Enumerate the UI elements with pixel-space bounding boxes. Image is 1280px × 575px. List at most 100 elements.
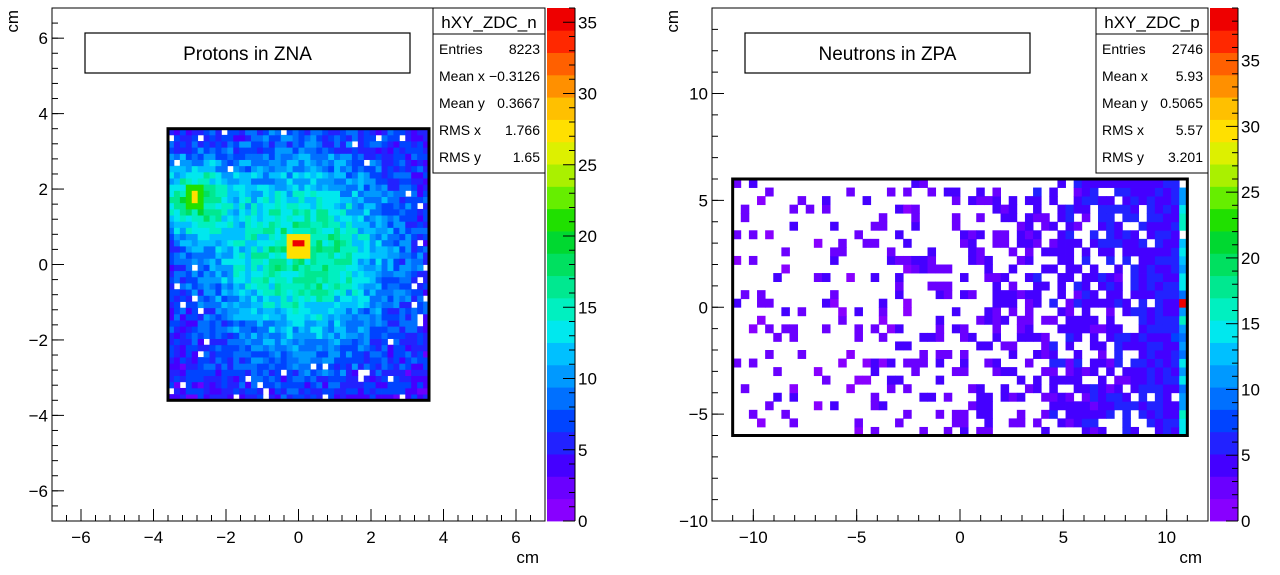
- heatmap-cell: [411, 394, 418, 401]
- heatmap-cell: [168, 128, 175, 136]
- heatmap-cell: [262, 375, 270, 383]
- x-tick-label: −4: [144, 528, 163, 547]
- heatmap-cell: [1081, 298, 1091, 308]
- heatmap-cell: [209, 252, 216, 259]
- heatmap-cell: [1024, 196, 1034, 206]
- heatmap-cell: [351, 295, 359, 302]
- heatmap-cell: [322, 375, 329, 383]
- heatmap-cell: [381, 313, 388, 321]
- heatmap-cell: [209, 301, 216, 309]
- heatmap-cell: [748, 358, 758, 368]
- heatmap-cells: [168, 128, 430, 401]
- heatmap-cell: [328, 283, 335, 290]
- heatmap-cell: [1138, 375, 1148, 385]
- heatmap-cell: [274, 134, 282, 142]
- heatmap-cell: [363, 276, 371, 284]
- heatmap-cell: [286, 381, 293, 389]
- heatmap-cell: [357, 332, 365, 339]
- heatmap-cell: [233, 165, 240, 173]
- heatmap-cell: [233, 159, 240, 167]
- heatmap-cell: [256, 307, 264, 315]
- heatmap-cell: [262, 344, 270, 352]
- heatmap-cell: [357, 239, 365, 247]
- heatmap-cell: [197, 165, 204, 173]
- heatmap-cell: [1008, 341, 1018, 351]
- heatmap-cell: [405, 221, 412, 228]
- x-axis-title: cm: [1179, 548, 1202, 567]
- heatmap-cell: [221, 289, 228, 296]
- heatmap-cell: [393, 159, 400, 167]
- heatmap-cell: [1065, 307, 1075, 317]
- heatmap-cell: [387, 141, 394, 148]
- heatmap-cell: [1179, 213, 1188, 223]
- heatmap-cell: [316, 239, 323, 247]
- heatmap-cell: [813, 401, 823, 411]
- heatmap-cell: [1016, 238, 1026, 248]
- heatmap-cell: [357, 196, 365, 204]
- heatmap-cell: [1065, 255, 1075, 265]
- heatmap-cell: [748, 324, 758, 334]
- heatmap-cell: [838, 315, 847, 325]
- heatmap-cell: [191, 301, 199, 309]
- heatmap-cell: [274, 221, 282, 228]
- heatmap-cell: [1114, 179, 1123, 188]
- heatmap-cell: [286, 239, 293, 247]
- heatmap-cell: [203, 245, 210, 253]
- heatmap-cell: [943, 426, 953, 436]
- heatmap-cell: [351, 326, 359, 333]
- heatmap-cell: [215, 357, 222, 364]
- heatmap-cell: [191, 215, 199, 222]
- heatmap-cell: [179, 375, 187, 383]
- heatmap-cell: [1073, 315, 1083, 325]
- heatmap-cell: [375, 239, 382, 247]
- heatmap-cell: [393, 165, 400, 173]
- heatmap-cell: [245, 258, 252, 265]
- heatmap-cell: [179, 196, 187, 204]
- heatmap-cell: [992, 290, 1001, 300]
- heatmap-cell: [911, 221, 920, 231]
- heatmap-cell: [215, 245, 222, 253]
- heatmap-cell: [399, 350, 406, 358]
- heatmap-cell: [369, 190, 377, 197]
- heatmap-cell: [399, 283, 406, 290]
- heatmap-cell: [935, 281, 945, 291]
- heatmap-cell: [1073, 179, 1083, 188]
- heatmap-cell: [340, 375, 347, 383]
- heatmap-cell: [191, 128, 199, 136]
- heatmap-cell: [1130, 358, 1140, 368]
- heatmap-cell: [381, 295, 388, 302]
- heatmap-cell: [417, 381, 424, 389]
- heatmap-cell: [369, 394, 377, 401]
- heatmap-cell: [328, 307, 335, 315]
- heatmap-cell: [1057, 324, 1066, 334]
- heatmap-cell: [179, 134, 187, 142]
- heatmap-cell: [1146, 358, 1156, 368]
- heatmap-cell: [274, 344, 282, 352]
- heatmap-cell: [251, 252, 258, 259]
- heatmap-cell: [1122, 213, 1131, 223]
- heatmap-cell: [227, 227, 234, 235]
- heatmap-cell: [351, 134, 359, 142]
- heatmap-cell: [1081, 273, 1091, 282]
- heatmap-cell: [369, 245, 377, 253]
- heatmap-cell: [399, 320, 406, 327]
- y-tick-label: −4: [29, 406, 48, 425]
- heatmap-cell: [304, 332, 311, 339]
- heatmap-cell: [351, 171, 359, 179]
- heatmap-cell: [280, 394, 288, 401]
- heatmap-cell: [215, 375, 222, 383]
- heatmap-cell: [233, 276, 240, 284]
- heatmap-cell: [381, 252, 388, 259]
- heatmap-cell: [387, 208, 394, 216]
- heatmap-cell: [340, 196, 347, 204]
- heatmap-cell: [286, 196, 293, 204]
- heatmap-cell: [298, 233, 305, 241]
- heatmap-cell: [262, 357, 270, 364]
- heatmap-cell: [221, 301, 228, 309]
- heatmap-cell: [363, 208, 371, 216]
- heatmap-cell: [221, 178, 228, 185]
- heatmap-cell: [960, 332, 969, 342]
- heatmap-cell: [381, 301, 388, 309]
- heatmap-cell: [298, 332, 305, 339]
- heatmap-cell: [227, 202, 234, 210]
